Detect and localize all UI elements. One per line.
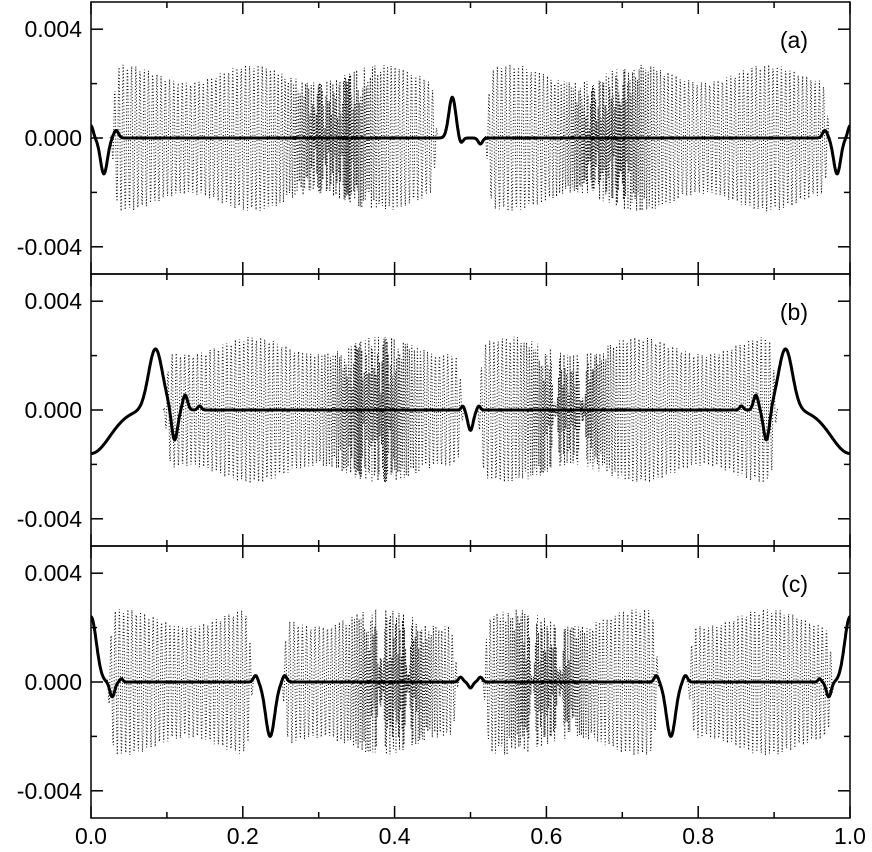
dotted-series-line bbox=[109, 64, 832, 212]
chart-panel-3: -0.004 0.000 0.004 0.0 0.2 0.4 0.6 0.8 1.0 (c) bbox=[17, 545, 866, 849]
chart-panel-1: -0.004 0.000 0.004 (a) bbox=[17, 1, 851, 275]
chart-panel-2: -0.004 0.000 0.004 (b) bbox=[17, 273, 851, 547]
panel-label: (b) bbox=[780, 299, 808, 325]
panel-label: (a) bbox=[780, 27, 808, 53]
x-tick-label: 0.6 bbox=[530, 823, 562, 849]
x-tick-label: 0.0 bbox=[75, 823, 107, 849]
y-tick-label: 0.000 bbox=[24, 125, 82, 151]
x-tick-label: 0.2 bbox=[227, 823, 259, 849]
y-tick-label: 0.004 bbox=[24, 288, 82, 314]
dotted-series-line bbox=[162, 336, 779, 484]
panel-label: (c) bbox=[781, 571, 808, 597]
x-tick-label: 0.8 bbox=[682, 823, 714, 849]
y-tick-label: 0.004 bbox=[24, 16, 82, 42]
x-tick-label: 1.0 bbox=[834, 823, 866, 849]
y-tick-label: -0.004 bbox=[17, 506, 82, 532]
solid-series-line bbox=[91, 615, 850, 738]
y-tick-label: -0.004 bbox=[17, 234, 82, 260]
y-tick-label: -0.004 bbox=[17, 778, 82, 804]
x-tick-label: 0.4 bbox=[379, 823, 411, 849]
y-tick-label: 0.000 bbox=[24, 669, 82, 695]
solid-series-line bbox=[91, 95, 850, 176]
solid-series-line bbox=[91, 347, 850, 455]
y-tick-label: 0.000 bbox=[24, 397, 82, 423]
y-tick-label: 0.004 bbox=[24, 560, 82, 586]
